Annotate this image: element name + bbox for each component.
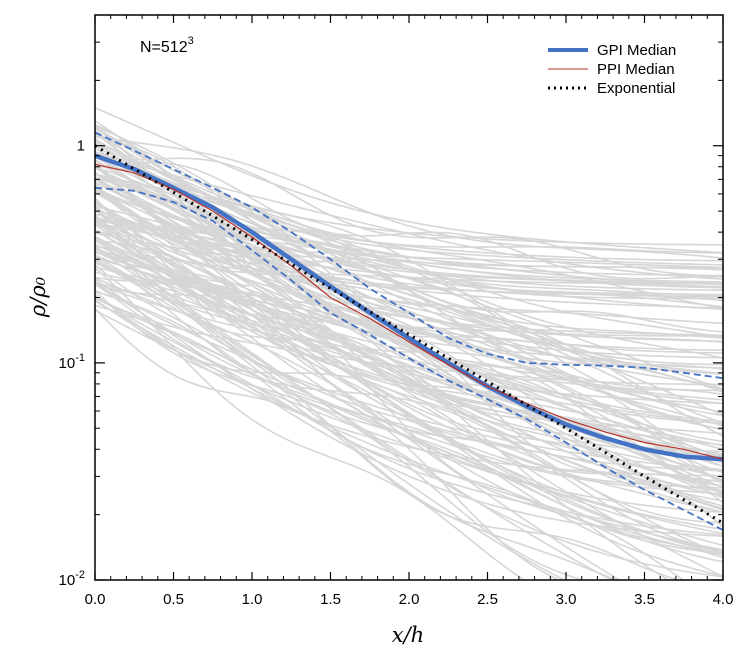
individual-density-profiles	[95, 107, 723, 580]
density-profile-line	[95, 224, 723, 302]
x-tick-label: 1.5	[320, 591, 341, 608]
x-tick-label: 4.0	[713, 591, 734, 608]
x-tick-label: 0.0	[85, 591, 106, 608]
y-tick-label: 1	[77, 138, 85, 155]
density-profile-line	[95, 155, 723, 277]
gpi-lower-bound-line	[95, 186, 723, 531]
resolution-annotation: N=5123	[140, 35, 194, 56]
y-tick-label: 10-1	[59, 352, 85, 372]
gpi-upper-bound-line	[95, 131, 723, 380]
ppi-median-line	[95, 163, 723, 460]
density-profile-line	[95, 309, 723, 535]
x-tick-label: 2.5	[477, 591, 498, 608]
legend-label-ppi: PPI Median	[597, 61, 675, 78]
density-profile-line	[95, 126, 723, 393]
density-profile-line	[95, 264, 619, 580]
density-profile-line	[95, 217, 723, 289]
density-profile-line	[95, 107, 723, 254]
density-profile-line	[95, 290, 585, 580]
density-profile-line	[95, 304, 723, 559]
gpi-median-line	[95, 153, 723, 462]
series-layer	[95, 131, 723, 531]
density-profile-line	[95, 261, 723, 497]
density-profile-line	[95, 256, 723, 563]
density-profile-line	[95, 186, 723, 578]
x-axis-label: x/h	[392, 623, 424, 647]
density-profile-line	[95, 202, 723, 468]
density-profile-line	[95, 179, 291, 301]
density-profile-line	[95, 256, 723, 401]
density-profile-line	[95, 139, 723, 266]
density-profile-line	[95, 229, 723, 337]
x-tick-label: 3.0	[556, 591, 577, 608]
y-tick-label: 10-2	[59, 569, 85, 589]
legend-label-gpi: GPI Median	[597, 42, 676, 59]
x-tick-label: 1.0	[242, 591, 263, 608]
x-tick-label: 2.0	[399, 591, 420, 608]
density-profile-line	[95, 247, 723, 459]
density-profile-line	[95, 200, 723, 514]
density-profile-line	[95, 141, 723, 391]
density-profile-line	[95, 235, 723, 423]
density-profile-line	[95, 183, 723, 333]
density-profile-line	[95, 283, 723, 552]
density-profile-line	[95, 282, 723, 455]
y-axis-label: ρ/ρ₀	[26, 276, 50, 318]
density-profile-line	[95, 254, 723, 489]
density-profile-line	[95, 181, 723, 468]
density-profile-line	[95, 197, 561, 580]
density-profile-line	[95, 220, 723, 271]
density-profile-line	[95, 254, 723, 461]
density-profile-line	[95, 159, 723, 438]
axis-ticks: 0.0 0.5 1.0 1.5 2.0 2.5 3.0 3.5 4.0 1 10-1 10-2	[59, 14, 734, 608]
density-profile-line	[95, 238, 723, 578]
density-profile-line	[95, 282, 723, 495]
density-profile-line	[95, 308, 681, 580]
density-profile-line	[95, 282, 723, 392]
exponential-line	[95, 144, 723, 525]
density-profile-line	[95, 142, 723, 424]
legend-label-exponential: Exponential	[597, 80, 675, 97]
density-profile-line	[95, 299, 723, 488]
density-profile-line	[95, 125, 723, 507]
density-profile-line	[95, 219, 723, 344]
legend: GPI Median PPI Median Exponential	[548, 42, 676, 97]
x-tick-label: 0.5	[163, 591, 184, 608]
density-profile-line	[95, 238, 566, 580]
density-profile-line	[95, 135, 723, 259]
density-profile-line	[95, 293, 723, 477]
density-profile-line	[95, 165, 723, 354]
density-profile-line	[95, 237, 316, 349]
x-tick-label: 3.5	[634, 591, 655, 608]
